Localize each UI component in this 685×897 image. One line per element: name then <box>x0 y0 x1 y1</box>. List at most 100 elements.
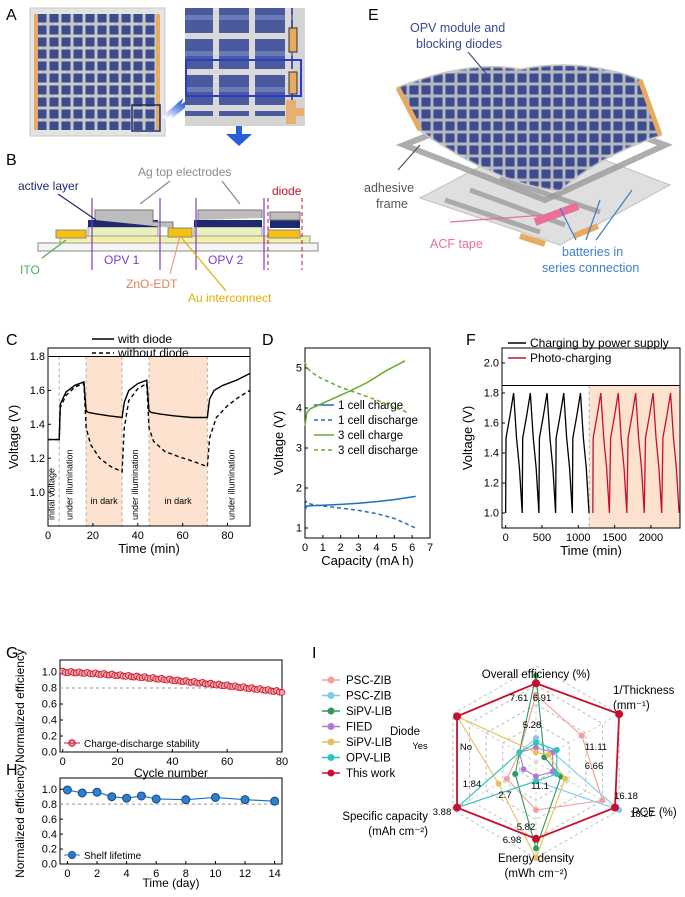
series-line <box>304 498 417 529</box>
chart-h: 0 2 4 6 8 10 12 14 0.0 0.2 0.4 0.6 0.8 1.0 Time (day) N… <box>13 764 283 890</box>
panel-letter-f: F <box>466 332 476 349</box>
y-tick-label: 0.2 <box>42 844 57 856</box>
y-tick-label: 0.2 <box>42 731 57 743</box>
zoom-arrow <box>162 98 188 120</box>
dark-shade <box>86 356 123 526</box>
radar-value-label: 5.28 <box>523 720 542 731</box>
x-tick-label: 60 <box>177 530 189 542</box>
module-pointer <box>467 51 491 79</box>
data-point <box>181 795 191 805</box>
radar-value-label: 6.98 <box>503 835 522 846</box>
radar-axis-label: (mWh cm⁻²) <box>505 868 568 880</box>
legend-marker <box>327 738 335 746</box>
series-point <box>533 773 539 780</box>
radar-value-label: No <box>460 742 472 753</box>
au-left <box>55 229 87 239</box>
x-tick-label: 20 <box>87 530 99 542</box>
plot-frame <box>304 347 431 539</box>
active-1 <box>88 220 158 227</box>
y-tick-label: 3 <box>296 443 302 455</box>
radar-axis-label: PCE (%) <box>632 807 677 819</box>
x-tick-label: 1500 <box>602 532 626 544</box>
radar-spoke <box>452 713 537 763</box>
panel-letter-a: A <box>6 7 17 24</box>
radar-axis-label: Diode <box>390 726 420 738</box>
series-point <box>520 766 527 773</box>
x-tick-label: 80 <box>276 756 288 768</box>
radar-value-label: 1.84 <box>463 779 482 790</box>
legend-marker <box>327 707 335 715</box>
zoom-grid <box>185 8 293 116</box>
zoom-diode-bottom <box>288 71 298 95</box>
series-point <box>562 775 569 782</box>
ag-electrode-3 <box>269 211 301 221</box>
series-point <box>610 803 619 812</box>
series-point <box>453 712 462 721</box>
radar-axis-label: (mm⁻¹) <box>613 700 650 712</box>
legend-label: FIED <box>346 722 372 734</box>
au-right <box>267 229 301 239</box>
battery-strip-1 <box>444 197 541 235</box>
radar-value-label: 3.88 <box>433 807 452 818</box>
panel-letter-h: H <box>6 762 18 779</box>
radar-value-label: 6.91 <box>533 693 552 704</box>
panel-letter-e: E <box>368 7 379 24</box>
plot-frame <box>501 347 681 529</box>
ag-pointer-2 <box>221 180 241 205</box>
plot-frame <box>59 777 283 865</box>
label-module: OPV module and <box>410 21 505 35</box>
x-tick-label: 2 <box>338 542 344 554</box>
ag-electrode-2 <box>197 209 263 220</box>
battery-pointer-2 <box>585 199 601 241</box>
legend-label: PSC-ZIB <box>346 675 392 687</box>
radar-spoke <box>535 761 620 811</box>
series-point <box>453 803 462 812</box>
series-point <box>503 775 510 782</box>
zoom-interconnect <box>286 100 304 124</box>
label-adhesive: adhesive <box>364 181 414 195</box>
radar-value-label: Yes <box>412 741 428 752</box>
legend-label: SiPV-LIB <box>346 706 392 718</box>
x-tick-label: 6 <box>153 868 159 880</box>
frame-pointer <box>397 144 421 171</box>
y-axis-label: Voltage (V) <box>460 406 475 470</box>
panel-letter-g: G <box>6 645 18 662</box>
chart-i: Overall efficiency (%) 1/Thickness (mm⁻¹) P… <box>322 665 677 880</box>
series-line <box>304 360 406 427</box>
label-batteries: batteries in <box>562 245 623 259</box>
battery-tab-1 <box>519 233 546 247</box>
plot-frame <box>47 347 251 527</box>
module-contact-right <box>156 14 160 130</box>
y-tick-label: 1.0 <box>42 784 57 796</box>
x-tick-label: 3 <box>356 542 362 554</box>
series-point <box>533 735 539 741</box>
series-point <box>553 747 560 753</box>
opv-module-grid <box>398 65 660 190</box>
zoom-diode-top <box>288 27 298 53</box>
label-frame: frame <box>376 197 408 211</box>
radar-value-label: 6.66 <box>585 761 604 772</box>
module-edge-contact-2 <box>637 79 663 136</box>
label-active: active layer <box>18 179 79 193</box>
y-tick-label: 0.8 <box>42 683 57 695</box>
x-tick-label: 40 <box>166 756 178 768</box>
chart-g: 0 20 40 60 80 0.0 0.2 0.4 0.6 0.8 1.0 Cycle number N… <box>13 649 288 780</box>
y-tick-label: 1.2 <box>30 453 45 465</box>
label-acf: ACF tape <box>430 237 483 251</box>
x-axis-label: Cycle number <box>134 766 208 780</box>
y-tick-label: 0.0 <box>42 747 57 759</box>
legend-label: Charging by power supply <box>530 336 669 350</box>
zoom-box <box>131 104 161 132</box>
series-point <box>545 751 552 758</box>
legend-label: without diode <box>117 346 189 360</box>
y-tick-label: 2 <box>296 483 302 495</box>
legend-marker <box>327 692 335 699</box>
active-diode <box>270 220 300 228</box>
legend-marker <box>327 769 335 777</box>
module-contact-left <box>34 14 38 130</box>
zoom-highlight-box <box>185 59 302 97</box>
data-point <box>77 788 87 798</box>
y-tick-label: 0.4 <box>42 715 57 727</box>
x-tick-label: 40 <box>132 530 144 542</box>
